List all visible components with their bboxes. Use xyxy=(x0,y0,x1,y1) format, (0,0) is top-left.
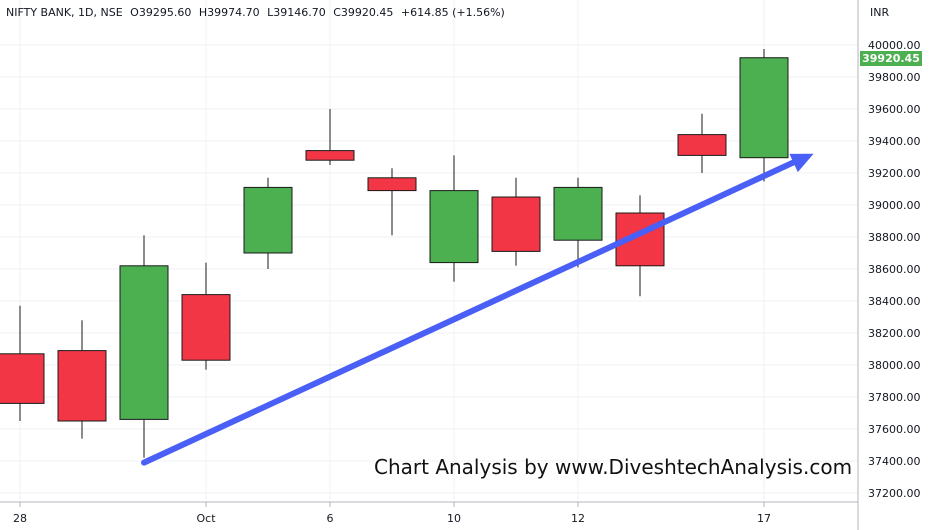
y-tick-label: 37200.00 xyxy=(868,487,921,500)
x-tick-label: 12 xyxy=(571,512,585,525)
chart-header: NIFTY BANK, 1D, NSE O39295.60 H39974.70 … xyxy=(6,6,509,19)
y-tick-label: 38200.00 xyxy=(868,327,921,340)
y-tick-label: 38600.00 xyxy=(868,263,921,276)
y-tick-label: 37600.00 xyxy=(868,423,921,436)
candle-down xyxy=(181,294,231,361)
watermark-text: Chart Analysis by www.DiveshtechAnalysis… xyxy=(374,455,853,479)
currency-label: INR xyxy=(870,6,890,19)
y-tick-label: 39800.00 xyxy=(868,71,921,84)
trend-arrow-line xyxy=(141,153,809,466)
candle-up xyxy=(429,190,479,264)
y-tick-label: 40000.00 xyxy=(868,39,921,52)
y-tick-label: 38400.00 xyxy=(868,295,921,308)
open-value: O39295.60 xyxy=(130,6,192,19)
candle-down xyxy=(677,134,727,156)
y-tick-label: 38000.00 xyxy=(868,359,921,372)
y-tick-label: 39400.00 xyxy=(868,135,921,148)
x-tick-label: 17 xyxy=(757,512,771,525)
trend-arrow-head xyxy=(789,153,814,173)
change-value: +614.85 (+1.56%) xyxy=(400,6,505,19)
close-value: C39920.45 xyxy=(333,6,394,19)
candle-down xyxy=(491,196,541,252)
candle-down xyxy=(305,150,355,161)
candle-up xyxy=(119,265,169,420)
y-tick-label: 39000.00 xyxy=(868,199,921,212)
high-value: H39974.70 xyxy=(198,6,260,19)
x-tick-label: 28 xyxy=(13,512,27,525)
y-tick-label: 39600.00 xyxy=(868,103,921,116)
y-tick-label: 39200.00 xyxy=(868,167,921,180)
y-tick-label: 38800.00 xyxy=(868,231,921,244)
x-tick-label: Oct xyxy=(196,512,216,525)
candle-up xyxy=(243,186,293,254)
low-value: L39146.70 xyxy=(267,6,326,19)
candle-up xyxy=(553,186,603,241)
x-tick-label: 6 xyxy=(327,512,334,525)
symbol-label: NIFTY BANK, 1D, NSE xyxy=(6,6,123,19)
y-tick-label: 37800.00 xyxy=(868,391,921,404)
candle-up xyxy=(739,57,789,159)
last-price-tag: 39920.45 xyxy=(860,51,922,66)
candle-down xyxy=(0,353,45,404)
candle-down xyxy=(367,177,417,192)
x-tick-label: 10 xyxy=(447,512,461,525)
candle-down xyxy=(57,350,107,422)
y-tick-label: 37400.00 xyxy=(868,455,921,468)
